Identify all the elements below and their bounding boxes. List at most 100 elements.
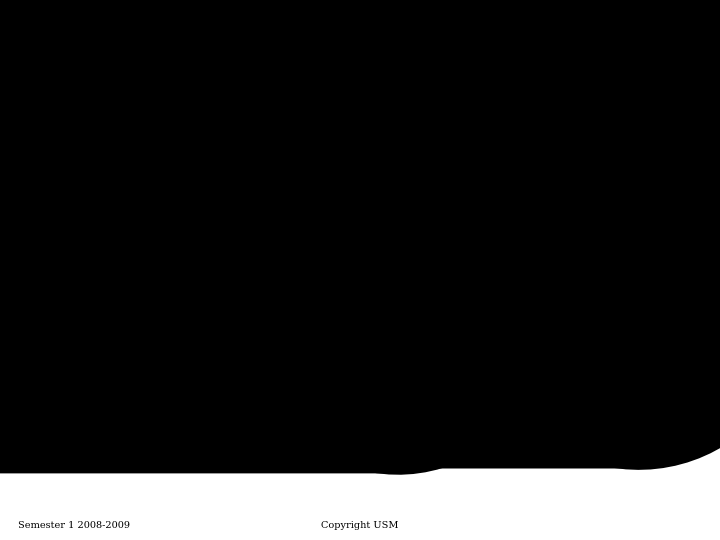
Text: ...: ... bbox=[482, 345, 491, 355]
Text: 0: 0 bbox=[70, 346, 76, 354]
Text: 5: 5 bbox=[200, 191, 206, 199]
Text: 0: 0 bbox=[278, 346, 284, 354]
Text: Last frame
received: Last frame received bbox=[263, 386, 293, 397]
Text: Frames already received: Frames already received bbox=[125, 307, 203, 312]
Text: Copyright USM: Copyright USM bbox=[321, 522, 399, 530]
Bar bbox=[60, 342, 86, 358]
Text: 5: 5 bbox=[408, 191, 414, 199]
Bar bbox=[164, 187, 190, 203]
Text: 3: 3 bbox=[356, 346, 362, 354]
Text: 0: 0 bbox=[278, 191, 284, 199]
Bar bbox=[372, 342, 398, 358]
Bar bbox=[450, 187, 476, 203]
Bar bbox=[112, 342, 138, 358]
Text: 0: 0 bbox=[278, 191, 284, 199]
Bar bbox=[372, 187, 398, 203]
Bar bbox=[112, 187, 138, 203]
Bar bbox=[294, 342, 320, 358]
Bar bbox=[190, 342, 216, 358]
Text: 2: 2 bbox=[330, 191, 336, 199]
Bar bbox=[346, 187, 372, 203]
Bar bbox=[320, 342, 346, 358]
Text: ...: ... bbox=[45, 345, 54, 355]
Text: 4: 4 bbox=[382, 346, 388, 354]
Text: 1: 1 bbox=[96, 346, 102, 354]
Text: 3: 3 bbox=[356, 346, 362, 354]
Text: 1: 1 bbox=[96, 191, 102, 199]
Text: ...: ... bbox=[45, 190, 54, 200]
Text: Frame
sequence
number: Frame sequence number bbox=[46, 241, 72, 258]
Text: 5: 5 bbox=[200, 346, 206, 354]
Text: 3: 3 bbox=[356, 191, 362, 199]
Bar bbox=[372, 342, 398, 358]
Text: Window expands
from leading edge
as ACKs are received: Window expands from leading edge as ACKs… bbox=[412, 219, 472, 235]
Bar bbox=[398, 187, 424, 203]
Text: 6: 6 bbox=[226, 346, 232, 354]
Bar bbox=[86, 342, 112, 358]
Text: Window shrinks from
trailing edge as
frames are received: Window shrinks from trailing edge as fra… bbox=[298, 374, 358, 390]
Bar bbox=[424, 342, 450, 358]
Text: Last frame
acknowledged: Last frame acknowledged bbox=[165, 231, 205, 242]
Text: 7: 7 bbox=[252, 346, 258, 354]
Text: 0: 0 bbox=[70, 191, 76, 199]
Text: Window shrinks from
trailing edge as
frames are sent: Window shrinks from trailing edge as fra… bbox=[298, 219, 358, 235]
Text: 1: 1 bbox=[304, 346, 310, 354]
Text: 5: 5 bbox=[408, 346, 414, 354]
Bar bbox=[398, 342, 424, 358]
Text: 3: 3 bbox=[356, 191, 362, 199]
Bar bbox=[86, 187, 112, 203]
Bar bbox=[372, 187, 398, 203]
Text: 0: 0 bbox=[278, 346, 284, 354]
Bar bbox=[242, 187, 268, 203]
Bar bbox=[268, 330, 398, 360]
Text: Window of frames
that may be transmitted: Window of frames that may be transmitted bbox=[323, 126, 399, 137]
Text: 4: 4 bbox=[174, 191, 180, 199]
Text: Window expands
from leading edge
as ACKs are sent: Window expands from leading edge as ACKs… bbox=[417, 374, 467, 390]
Text: Last frame
acknowledged: Last frame acknowledged bbox=[158, 386, 198, 397]
Text: Last Frame
transmitted: Last Frame transmitted bbox=[261, 231, 294, 242]
Bar bbox=[320, 187, 346, 203]
Bar bbox=[294, 187, 320, 203]
Bar bbox=[216, 342, 242, 358]
Bar bbox=[190, 187, 216, 203]
Bar bbox=[450, 342, 476, 358]
Bar bbox=[60, 187, 86, 203]
Bar bbox=[268, 187, 294, 203]
Text: 4: 4 bbox=[382, 346, 388, 354]
Text: 1: 1 bbox=[304, 191, 310, 199]
Bar bbox=[268, 342, 294, 358]
Text: (b) Receiver's perspective: (b) Receiver's perspective bbox=[310, 396, 410, 404]
Bar bbox=[138, 342, 164, 358]
Text: 3: 3 bbox=[148, 346, 154, 354]
Text: 4: 4 bbox=[174, 346, 180, 354]
Bar bbox=[216, 187, 242, 203]
Text: 4: 4 bbox=[382, 191, 388, 199]
Text: 2: 2 bbox=[122, 346, 128, 354]
Text: 6: 6 bbox=[434, 191, 440, 199]
Bar bbox=[242, 342, 268, 358]
Bar bbox=[424, 187, 450, 203]
Bar bbox=[346, 342, 372, 358]
Text: Frames buffered
until acknowledged: Frames buffered until acknowledged bbox=[237, 124, 299, 135]
Bar bbox=[268, 175, 398, 205]
Text: 7: 7 bbox=[460, 191, 466, 199]
Text: 2: 2 bbox=[330, 346, 336, 354]
Bar bbox=[294, 187, 320, 203]
Text: 2: 2 bbox=[330, 191, 336, 199]
Text: 2: 2 bbox=[330, 346, 336, 354]
Bar bbox=[346, 187, 372, 203]
Text: 6: 6 bbox=[226, 191, 232, 199]
Text: 1: 1 bbox=[304, 191, 310, 199]
Text: 7: 7 bbox=[460, 346, 466, 354]
Bar bbox=[346, 342, 372, 358]
Bar bbox=[320, 342, 346, 358]
Text: Sliding Window Diagram: Sliding Window Diagram bbox=[166, 15, 554, 45]
Text: Frames already transmitted: Frames already transmitted bbox=[120, 150, 208, 155]
Bar bbox=[294, 342, 320, 358]
Text: 3: 3 bbox=[148, 191, 154, 199]
Bar bbox=[320, 187, 346, 203]
Bar bbox=[164, 342, 190, 358]
Bar bbox=[268, 187, 294, 203]
Text: (a) Sender's perspective: (a) Sender's perspective bbox=[313, 240, 407, 248]
Bar bbox=[138, 187, 164, 203]
